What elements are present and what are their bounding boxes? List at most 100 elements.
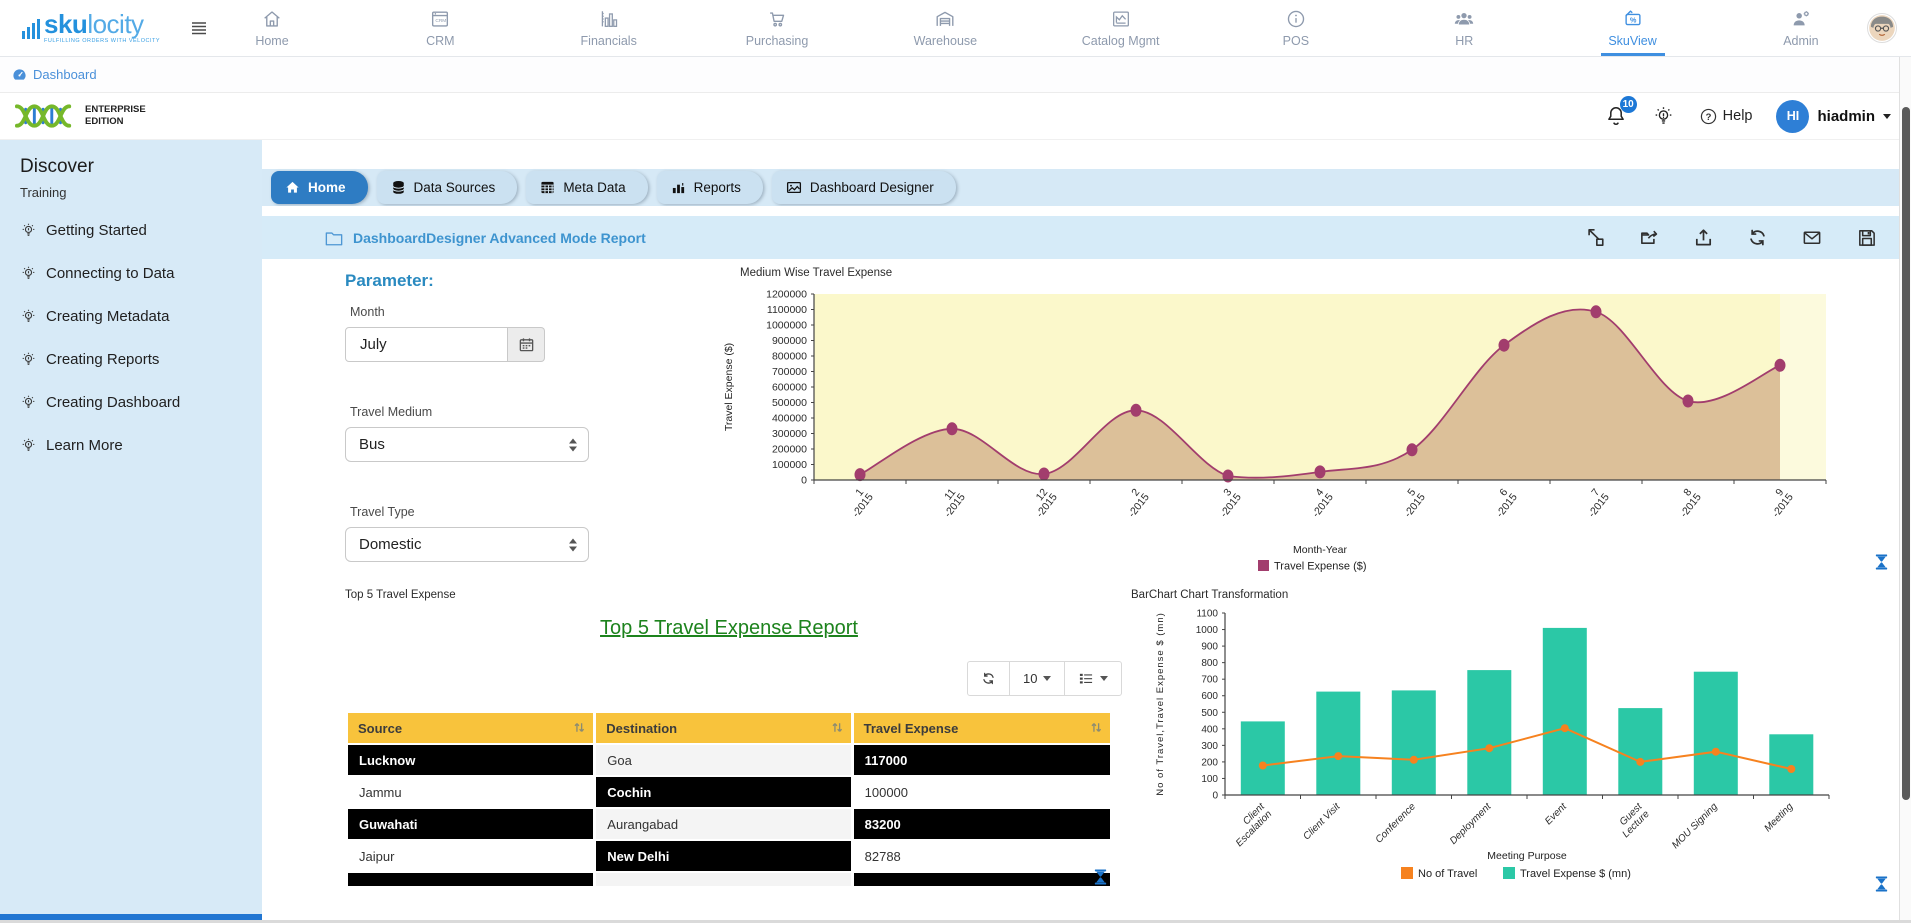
user-avatar[interactable] — [1867, 13, 1897, 43]
sidebar-item-learn-more[interactable]: Learn More — [20, 437, 242, 454]
nav-item-hr[interactable]: HR — [1432, 0, 1496, 56]
pos-icon — [1285, 8, 1307, 30]
nav-item-warehouse[interactable]: Warehouse — [913, 0, 977, 56]
tab-home[interactable]: Home — [271, 171, 368, 204]
svg-text:800000: 800000 — [772, 351, 807, 363]
svg-text:300000: 300000 — [772, 428, 807, 440]
svg-text:7-2015: 7-2015 — [1578, 485, 1612, 520]
sidebar-item-creating-metadata[interactable]: Creating Metadata — [20, 308, 242, 325]
share-icon — [1639, 227, 1660, 248]
nav-item-financials[interactable]: Financials — [577, 0, 641, 56]
series-bars — [1240, 627, 1814, 795]
x-axis: ClientEscalation Client Visit Conference De… — [1224, 795, 1830, 851]
report-save-button[interactable] — [1856, 227, 1877, 248]
help-label: Help — [1722, 108, 1753, 124]
sidebar-item-label: Connecting to Data — [46, 265, 175, 282]
report-expand-button[interactable] — [1585, 227, 1606, 248]
calendar-icon — [518, 336, 535, 353]
page-scrollbar — [1899, 57, 1911, 923]
report-title[interactable]: DashboardDesigner Advanced Mode Report — [353, 229, 646, 246]
user-menu[interactable]: HI hiadmin — [1776, 99, 1891, 133]
tab-reports[interactable]: Reports — [656, 171, 763, 204]
nav-item-pos[interactable]: POS — [1264, 0, 1328, 56]
svg-text:500000: 500000 — [772, 397, 807, 409]
database-icon — [391, 180, 406, 195]
sidebar-title: Discover — [20, 156, 94, 177]
report-header-band: DashboardDesigner Advanced Mode Report — [262, 216, 1911, 259]
report-export-button[interactable] — [1693, 227, 1714, 248]
breadcrumb-bar: Dashboard — [0, 57, 1911, 93]
notifications-button[interactable]: 10 — [1604, 96, 1637, 128]
nav-item-label: Warehouse — [913, 34, 978, 48]
table-cell: Aurangabad — [596, 809, 851, 839]
svg-text:GuestLecture: GuestLecture — [1613, 800, 1653, 840]
nav-item-skuview[interactable]: % SkuView — [1600, 0, 1665, 56]
skulocity-logo[interactable]: skulocity FULFILLING ORDERS WITH VELOCIT… — [22, 11, 174, 45]
svg-text:Meeting: Meeting — [1762, 801, 1795, 834]
select-value: Domestic — [359, 536, 422, 553]
x-axis: 1-2015 11-2015 12-2015 2-2015 3-2015 4-2015 5-… — [813, 480, 1827, 520]
logo-tagline: FULFILLING ORDERS WITH VELOCITY — [44, 38, 161, 45]
nav-item-catalog-mgmt[interactable]: Catalog Mgmt — [1082, 0, 1160, 56]
help-button[interactable]: ? Help — [1699, 107, 1753, 126]
calendar-button[interactable] — [508, 327, 545, 362]
report-email-button[interactable] — [1801, 227, 1823, 248]
column-header-destination[interactable]: Destination — [596, 713, 851, 743]
svg-text:Travel Expense $ (mn): Travel Expense $ (mn) — [1520, 868, 1631, 880]
svg-text:600: 600 — [1201, 691, 1218, 702]
sidebar-bottom-bar — [0, 914, 262, 920]
bar-chart-title: BarChart Chart Transformation — [1131, 589, 1289, 601]
svg-text:100000: 100000 — [772, 459, 807, 471]
medium-wise-travel-expense-chart: 0 100000 200000 300000 400000 500000 600000 700… — [714, 279, 1874, 581]
admin-icon — [1790, 8, 1812, 30]
svg-text:12-2015: 12-2015 — [1026, 485, 1060, 520]
dna-logo — [14, 104, 72, 128]
nav-item-admin[interactable]: Admin — [1769, 0, 1833, 56]
sidebar-item-creating-dashboard[interactable]: Creating Dashboard — [20, 394, 242, 411]
sidebar-item-getting-started[interactable]: Getting Started — [20, 222, 242, 239]
tips-button[interactable] — [1652, 105, 1675, 128]
table-refresh-button[interactable] — [968, 662, 1010, 695]
report-share-button[interactable] — [1639, 227, 1660, 248]
question-circle-icon: ? — [1700, 108, 1716, 124]
report-refresh-button[interactable] — [1747, 227, 1768, 248]
sidebar-item-creating-reports[interactable]: Creating Reports — [20, 351, 242, 368]
table-report-link[interactable]: Top 5 Travel Expense Report — [600, 617, 858, 639]
tab-data-sources[interactable]: Data Sources — [376, 171, 518, 204]
tab-dashboard-designer[interactable]: Dashboard Designer — [771, 171, 956, 204]
content-area: Home Data Sources Meta Data Reports Dash… — [262, 140, 1911, 923]
hourglass-busy-icon — [1874, 875, 1889, 893]
table-toolbar: 10 — [967, 661, 1123, 696]
svg-text:Deployment: Deployment — [1448, 800, 1494, 846]
nav-item-label: POS — [1282, 34, 1310, 48]
user-name: hiadmin — [1817, 107, 1875, 125]
refresh-icon — [1747, 227, 1768, 248]
svg-text:900: 900 — [1201, 642, 1218, 653]
svg-text:Client Visit: Client Visit — [1301, 800, 1343, 842]
column-header-travel-expense[interactable]: Travel Expense — [853, 713, 1110, 743]
logo-text-light: locity — [87, 9, 144, 40]
nav-item-home[interactable]: Home — [240, 0, 304, 56]
scrollbar-thumb[interactable] — [1902, 107, 1910, 800]
svg-text:6-2015: 6-2015 — [1486, 485, 1520, 520]
skuview-icon: % — [1622, 8, 1644, 30]
column-header-source[interactable]: Source — [348, 713, 594, 743]
table-row-partial — [348, 873, 1110, 886]
breadcrumb[interactable]: Dashboard — [33, 67, 97, 82]
nav-item-crm[interactable]: CRM CRM — [408, 0, 472, 56]
columns-menu-button[interactable] — [1065, 662, 1121, 695]
sidebar-item-connecting-to-data[interactable]: Connecting to Data — [20, 265, 242, 282]
svg-text:200: 200 — [1201, 757, 1218, 768]
travel-type-select[interactable]: Domestic — [345, 527, 589, 562]
page-size-select[interactable]: 10 — [1010, 662, 1066, 695]
month-input[interactable]: July — [345, 327, 508, 362]
tab-meta-data[interactable]: Meta Data — [526, 171, 648, 204]
parameters-heading: Parameter: — [345, 271, 434, 290]
column-label: Source — [358, 720, 403, 736]
skuview-tabstrip: Home Data Sources Meta Data Reports Dash… — [262, 169, 1911, 206]
menu-toggle-icon[interactable] — [190, 19, 208, 37]
svg-text:700: 700 — [1201, 675, 1218, 686]
travel-medium-select[interactable]: Bus — [345, 427, 589, 462]
bulb-icon — [20, 394, 37, 411]
nav-item-purchasing[interactable]: Purchasing — [745, 0, 809, 56]
